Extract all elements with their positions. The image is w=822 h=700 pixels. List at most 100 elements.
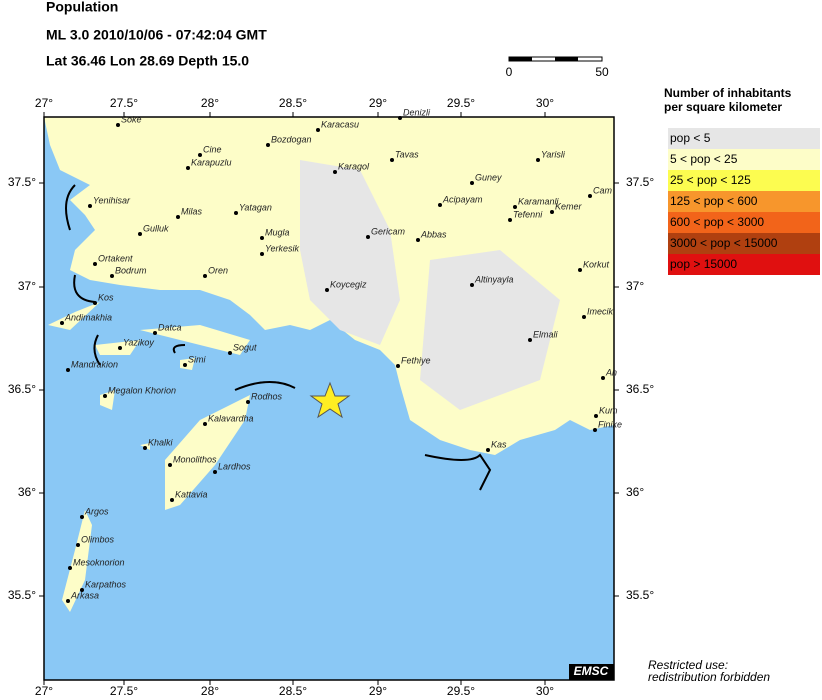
place-label: Karpathos xyxy=(85,579,127,589)
place-dot xyxy=(470,283,474,287)
place-label: Milas xyxy=(181,206,203,216)
place-dot xyxy=(246,400,250,404)
place-label: Khalki xyxy=(148,437,174,447)
place-dot xyxy=(366,235,370,239)
place-label: An xyxy=(605,367,617,377)
lon-label: 28.5° xyxy=(279,96,307,110)
place-label: Guney xyxy=(475,172,502,182)
place-dot xyxy=(103,394,107,398)
lat-label: 37° xyxy=(18,279,36,293)
place-label: Kalavardha xyxy=(208,413,254,423)
place-label: Gericam xyxy=(371,226,406,236)
place-dot xyxy=(594,414,598,418)
lon-label: 27° xyxy=(35,96,53,110)
place-label: Olimbos xyxy=(81,534,115,544)
footer: redistribution forbidden xyxy=(648,670,770,684)
place-label: Lardhos xyxy=(218,461,251,471)
lat-label: 36° xyxy=(18,485,36,499)
place-label: Korkut xyxy=(583,259,610,269)
island xyxy=(165,395,250,510)
place-label: Yatagan xyxy=(239,202,272,212)
legend-title: Number of inhabitants xyxy=(664,86,792,100)
place-label: Abbas xyxy=(420,229,447,239)
land-low xyxy=(300,160,560,410)
place-dot xyxy=(213,470,217,474)
place-dot xyxy=(260,252,264,256)
place-dot xyxy=(198,153,202,157)
place-dot xyxy=(333,170,337,174)
place-label: Oren xyxy=(208,265,228,275)
place-label: Karamanli xyxy=(518,196,560,206)
place-label: Sogut xyxy=(233,342,257,352)
event-info: ML 3.0 2010/10/06 - 07:42:04 GMT xyxy=(46,27,267,43)
place-dot xyxy=(176,215,180,219)
place-label: Mugla xyxy=(265,227,290,237)
place-dot xyxy=(60,321,64,325)
place-label: Yenihisar xyxy=(93,195,131,205)
place-label: Finike xyxy=(598,419,622,429)
place-label: Rodhos xyxy=(251,391,283,401)
place-dot xyxy=(138,232,142,236)
lat-label: 37° xyxy=(626,279,644,293)
place-dot xyxy=(93,262,97,266)
legend-swatch xyxy=(668,212,820,233)
place-dot xyxy=(203,274,207,278)
place-label: Yazikoy xyxy=(123,337,154,347)
place-dot xyxy=(582,315,586,319)
place-label: Cine xyxy=(203,144,222,154)
place-dot xyxy=(260,236,264,240)
legend-label: pop < 5 xyxy=(670,131,711,145)
place-dot xyxy=(266,143,270,147)
place-label: Altinyayla xyxy=(474,274,514,284)
lat-label: 36.5° xyxy=(626,382,654,396)
place-dot xyxy=(486,448,490,452)
place-label: Gulluk xyxy=(143,223,169,233)
place-dot xyxy=(396,364,400,368)
place-dot xyxy=(66,599,70,603)
place-dot xyxy=(80,588,84,592)
place-label: Simi xyxy=(188,354,206,364)
legend-label: pop > 15000 xyxy=(670,257,737,271)
place-dot xyxy=(536,158,540,162)
legend-swatch xyxy=(668,149,820,170)
legend-label: 5 < pop < 25 xyxy=(670,152,738,166)
lat-label: 35.5° xyxy=(8,588,36,602)
lon-label: 29.5° xyxy=(447,96,475,110)
place-label: Ortakent xyxy=(98,253,133,263)
place-label: Arkasa xyxy=(70,590,99,600)
legend-label: 3000 < pop < 15000 xyxy=(670,236,778,250)
place-dot xyxy=(528,338,532,342)
place-dot xyxy=(550,210,554,214)
place-label: Soke xyxy=(121,114,142,124)
place-dot xyxy=(398,116,402,120)
place-label: Yerkesik xyxy=(265,243,300,253)
credit: EMSC xyxy=(574,664,609,678)
place-dot xyxy=(203,422,207,426)
lon-label: 29° xyxy=(369,684,387,698)
place-dot xyxy=(390,158,394,162)
lon-label: 30° xyxy=(536,684,554,698)
legend-swatch xyxy=(668,191,820,212)
legend-label: 125 < pop < 600 xyxy=(670,194,758,208)
place-label: Fethiye xyxy=(401,355,431,365)
place-dot xyxy=(508,218,512,222)
lon-label: 28° xyxy=(201,684,219,698)
place-label: Tefenni xyxy=(513,209,543,219)
place-dot xyxy=(143,446,147,450)
map-frame xyxy=(43,116,615,681)
lat-label: 37.5° xyxy=(626,175,654,189)
legend-swatch xyxy=(668,233,820,254)
island xyxy=(62,510,92,612)
place-label: Bozdogan xyxy=(271,134,312,144)
place-dot xyxy=(325,288,329,292)
place-label: Karacasu xyxy=(321,119,359,129)
place-label: Cam xyxy=(593,185,613,195)
place-label: Kas xyxy=(491,439,507,449)
map: EMSC xyxy=(43,116,615,681)
legend-swatch xyxy=(668,170,820,191)
place-label: Acipayam xyxy=(442,194,483,204)
place-dot xyxy=(116,123,120,127)
place-dot xyxy=(66,368,70,372)
lon-label: 29.5° xyxy=(447,684,475,698)
